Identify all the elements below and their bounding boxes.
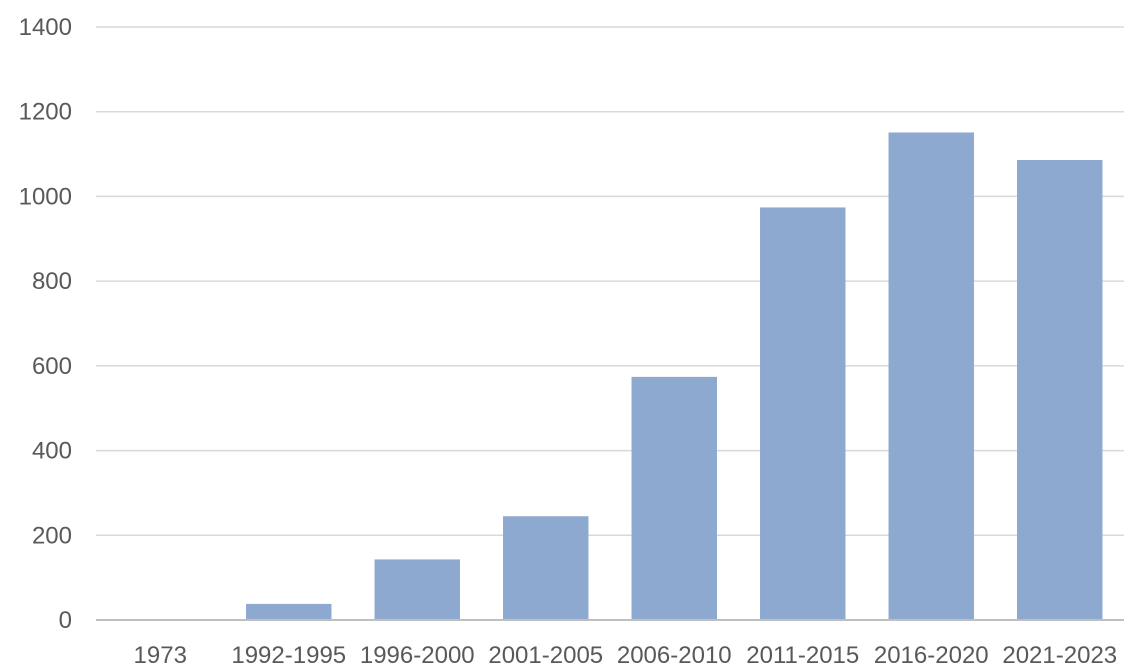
y-tick-label: 1000: [19, 183, 72, 210]
x-tick-label: 2006-2010: [617, 642, 732, 669]
bar-1996-2000: [374, 559, 460, 620]
bars: [117, 132, 1103, 621]
y-tick-label: 800: [32, 268, 72, 295]
x-tick-label: 2011-2015: [746, 642, 859, 669]
bar-1992-1995: [246, 603, 332, 620]
y-axis-tick-labels: 0 200 400 600 800 1000 1200 1400: [19, 14, 72, 634]
x-tick-label: 2001-2005: [488, 642, 603, 669]
x-tick-label: 1992-1995: [231, 642, 346, 669]
y-tick-label: 400: [32, 438, 72, 465]
y-tick-label: 600: [32, 353, 72, 380]
x-tick-label: 1996-2000: [360, 642, 475, 669]
y-tick-label: 200: [32, 522, 72, 549]
x-tick-label: 2016-2020: [874, 642, 989, 669]
x-axis-tick-labels: 1973 1992-1995 1996-2000 2001-2005 2006-2010…: [134, 642, 1118, 669]
y-tick-label: 0: [59, 607, 72, 634]
bar-2011-2015: [760, 207, 846, 621]
y-tick-label: 1200: [19, 99, 72, 126]
x-tick-label: 2021-2023: [1002, 642, 1117, 669]
bar-2006-2010: [631, 376, 717, 620]
x-tick-label: 1973: [134, 642, 187, 669]
bar-2001-2005: [503, 516, 589, 620]
y-tick-label: 1400: [19, 14, 72, 41]
bar-2021-2023: [1017, 160, 1103, 620]
bar-2016-2020: [888, 132, 974, 620]
gridlines: [96, 26, 1124, 537]
